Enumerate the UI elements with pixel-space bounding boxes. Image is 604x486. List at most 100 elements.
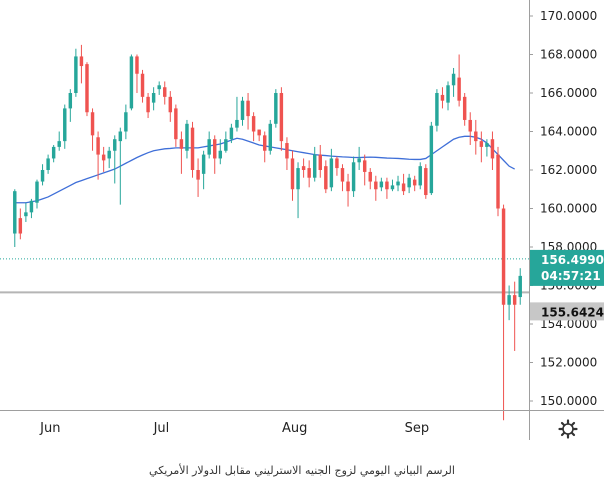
candle-body bbox=[118, 131, 123, 142]
candle-body bbox=[74, 56, 78, 93]
candle-body bbox=[474, 131, 478, 142]
candle-body bbox=[179, 139, 184, 149]
candle-body bbox=[490, 139, 495, 159]
chart-caption: الرسم البياني اليومي لزوج الجنيه الاسترل… bbox=[149, 464, 455, 477]
candle-body bbox=[274, 93, 278, 124]
grid-layer bbox=[0, 258, 529, 294]
candle-body bbox=[412, 179, 417, 186]
candle-body bbox=[429, 125, 434, 194]
candle-body bbox=[401, 183, 406, 192]
candle-body bbox=[90, 112, 95, 136]
candle-body bbox=[396, 181, 400, 186]
candle-body bbox=[451, 73, 456, 86]
candle-body bbox=[362, 160, 367, 172]
candle-body bbox=[424, 168, 428, 196]
x-tick-label: Jul bbox=[153, 421, 170, 436]
candle-body bbox=[135, 56, 139, 74]
candle-body bbox=[218, 150, 223, 159]
candle-body bbox=[518, 275, 522, 298]
candle-body bbox=[24, 212, 28, 217]
candle-body bbox=[190, 127, 195, 170]
candle-body bbox=[263, 135, 267, 151]
candle-body bbox=[101, 154, 106, 161]
candle-body bbox=[335, 158, 339, 169]
candle-body bbox=[13, 191, 17, 234]
candle-body bbox=[512, 295, 517, 305]
candle-body bbox=[257, 129, 261, 136]
candle-body bbox=[279, 93, 284, 142]
candles-layer bbox=[13, 44, 522, 421]
candle-body bbox=[174, 108, 178, 140]
y-tick-label: 162.0000 bbox=[540, 163, 597, 177]
y-tick-label: 168.0000 bbox=[540, 48, 597, 62]
gear-tooth bbox=[570, 421, 576, 427]
candle-body bbox=[146, 96, 150, 113]
candle-body bbox=[51, 146, 56, 159]
candle-body bbox=[285, 143, 289, 159]
candle-body bbox=[351, 162, 356, 192]
last-price-badge bbox=[530, 249, 604, 286]
y-tick-label: 170.0000 bbox=[540, 9, 597, 23]
candle-body bbox=[113, 139, 117, 151]
gear-icon[interactable] bbox=[558, 419, 578, 439]
candle-body bbox=[168, 96, 173, 113]
level-badge bbox=[530, 302, 604, 321]
candle-body bbox=[107, 150, 111, 159]
candle-body bbox=[374, 181, 378, 190]
candle-body bbox=[224, 139, 228, 151]
candle-body bbox=[485, 143, 489, 147]
chart-svg[interactable]: 170.0000 168.0000 166.0000 164.0000 162.0000… bbox=[0, 0, 604, 460]
candle-body bbox=[290, 158, 295, 190]
candle-body bbox=[235, 119, 239, 128]
gear-tooth bbox=[570, 431, 576, 437]
candle-body bbox=[446, 85, 450, 103]
candle-body bbox=[507, 295, 511, 305]
candle-body bbox=[68, 93, 73, 109]
candle-body bbox=[296, 168, 300, 190]
axis-layer: 170.0000 168.0000 166.0000 164.0000 162.0000… bbox=[0, 0, 604, 440]
candle-body bbox=[240, 100, 245, 120]
candle-body bbox=[390, 185, 395, 190]
candle-body bbox=[79, 56, 84, 67]
y-tick-label: 152.0000 bbox=[540, 356, 597, 370]
candle-body bbox=[301, 166, 306, 170]
candle-body bbox=[368, 171, 372, 182]
candle-body bbox=[18, 218, 23, 234]
candle-body bbox=[407, 177, 411, 188]
candle-body bbox=[185, 123, 189, 151]
candle-body bbox=[435, 93, 439, 126]
candle-body bbox=[207, 139, 211, 155]
candle-body bbox=[96, 137, 100, 155]
x-tick-label: Aug bbox=[282, 421, 307, 436]
candle-body bbox=[29, 200, 34, 213]
candle-body bbox=[201, 154, 206, 174]
candle-body bbox=[307, 168, 311, 178]
candle-body bbox=[324, 166, 328, 190]
candle-body bbox=[151, 93, 156, 103]
candle-body bbox=[213, 139, 217, 159]
candle-body bbox=[318, 154, 322, 170]
countdown-text: 04:57:21 bbox=[541, 269, 601, 283]
y-tick-label: 164.0000 bbox=[540, 125, 597, 139]
candle-body bbox=[418, 166, 422, 186]
candle-body bbox=[163, 87, 167, 97]
x-tick-label: Sep bbox=[405, 421, 430, 436]
gear-tooth bbox=[560, 421, 566, 427]
candle-body bbox=[346, 181, 350, 192]
candle-body bbox=[379, 181, 384, 188]
candle-body bbox=[312, 154, 317, 178]
candle-body bbox=[157, 85, 161, 90]
y-tick-label: 160.0000 bbox=[540, 202, 597, 216]
x-tick-label: Jun bbox=[39, 421, 60, 436]
candle-body bbox=[196, 170, 200, 180]
candle-body bbox=[246, 100, 250, 117]
candle-body bbox=[124, 112, 128, 132]
candle-body bbox=[479, 141, 484, 147]
y-tick-label: 166.0000 bbox=[540, 86, 597, 100]
y-tick-label: 150.0000 bbox=[540, 394, 597, 408]
candle-body bbox=[357, 158, 361, 163]
level-text: 155.6424 bbox=[541, 305, 604, 319]
candle-body bbox=[440, 94, 445, 101]
candle-body bbox=[268, 123, 272, 151]
